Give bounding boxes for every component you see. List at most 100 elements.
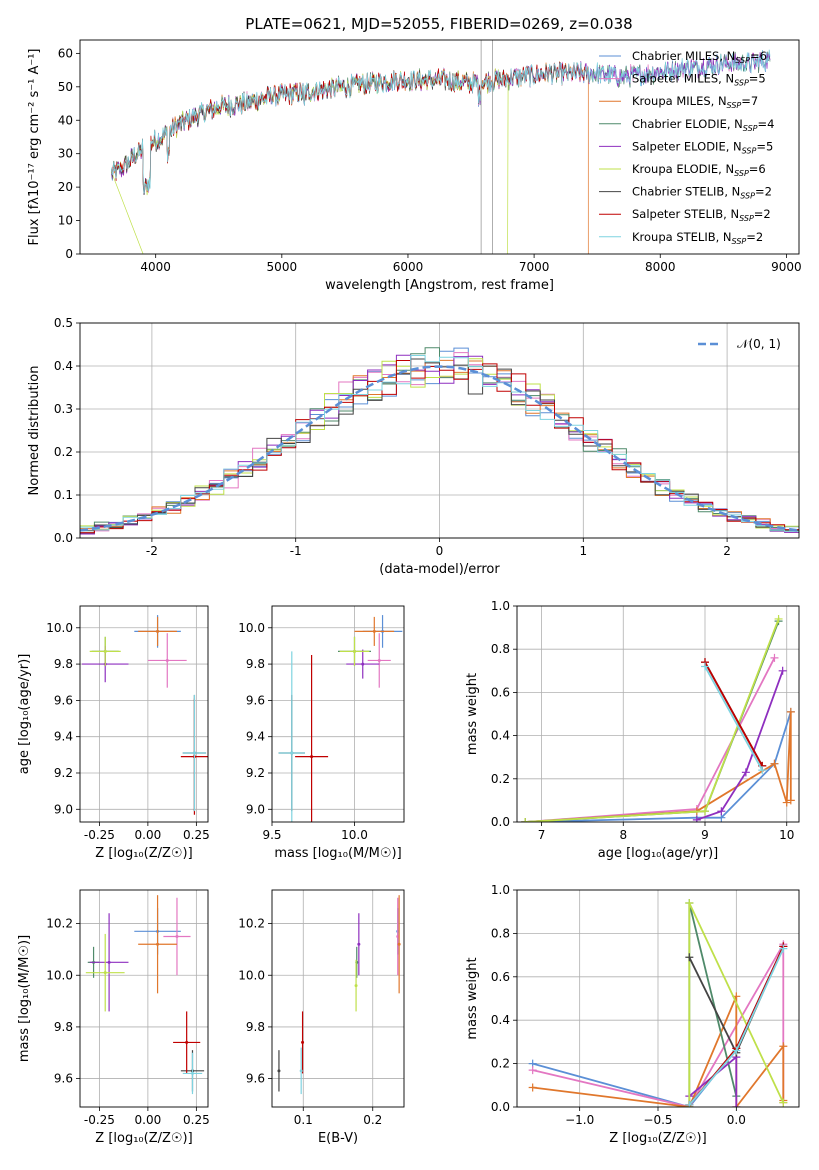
point-7	[185, 1040, 189, 1044]
x-axis-label: (data-model)/error	[379, 562, 500, 577]
legend-entry: Kroupa MILES, NSSP=7	[632, 94, 758, 110]
spectrum-line-7	[111, 62, 588, 192]
y-tick-label: 9.6	[246, 1072, 265, 1086]
y-tick-label: 10.2	[238, 917, 265, 931]
legend-entry: Chabrier MILES, NSSP=6	[632, 49, 767, 65]
axes-frame	[516, 889, 800, 1108]
mass-weight-marker-4	[692, 815, 701, 822]
panel-mass-weight-vs-z: −1.0 −0.5 0.0 0.0 0.2 0.4 0.6 0.8 1.0 Z [log₁₀(Z/…	[465, 883, 800, 1146]
y-axis-label: mass [log₁₀(M/M☉)]	[17, 935, 32, 1062]
y-tick-label: 0.0	[54, 531, 73, 545]
axes-frame	[79, 322, 800, 539]
residual-histogram-4	[80, 354, 799, 535]
panel-residuals: -2 -1 0 1 2 0.0 0.1 0.2 0.3 0.4 0.5 (data-model)/er…	[27, 316, 800, 577]
y-tick-label: 9.8	[246, 657, 265, 671]
plot-area	[85, 895, 205, 1095]
y-tick-label: 60	[58, 46, 73, 60]
point-2	[156, 629, 160, 633]
x-tick-label: 1	[579, 544, 587, 558]
y-tick-label: 10.0	[46, 968, 73, 982]
y-axis-label: mass weight	[465, 673, 480, 755]
mass-weight-marker-2	[528, 1083, 537, 1092]
x-tick-label: -2	[146, 544, 158, 558]
mass-weight-marker-8	[779, 944, 788, 953]
y-axis-label: age [log₁₀(age/yr)]	[17, 654, 32, 775]
point-7	[310, 755, 314, 759]
x-tick-label: 10	[779, 828, 794, 842]
point-5	[103, 971, 107, 975]
y-tick-label: 20	[58, 180, 73, 194]
x-tick-label: 2	[723, 544, 731, 558]
legend-entry: Salpeter MILES, NSSP=5	[632, 72, 766, 88]
point-2	[397, 942, 401, 946]
y-tick-label: 9.4	[246, 730, 265, 744]
grid-lines	[517, 889, 799, 1108]
x-tick-label: 9000	[771, 260, 802, 274]
y-tick-label: 9.6	[246, 693, 265, 707]
spectrum-legend: Chabrier MILES, NSSP=6 Salpeter MILES, NS…	[599, 49, 774, 246]
mass-weight-marker-2	[786, 707, 795, 716]
panel-mass-vs-ebv: 0.1 0.2 9.6 9.8 10.0 10.2 E(B-V)	[238, 889, 405, 1146]
point-8	[192, 751, 196, 755]
point-8	[190, 1071, 194, 1075]
x-axis-label: age [log₁₀(age/yr)]	[598, 846, 719, 861]
y-tick-label: 0.0	[491, 1100, 510, 1114]
x-tick-label: 4000	[140, 260, 171, 274]
spectrum-line-2	[111, 61, 589, 254]
y-tick-label: 9.2	[246, 766, 265, 780]
mass-weight-marker-5	[774, 614, 783, 623]
x-tick-label: 0.25	[183, 1113, 210, 1127]
point-4	[107, 960, 111, 964]
residual-histogram-5	[80, 358, 799, 531]
mass-weight-marker-8	[701, 662, 709, 671]
spectrum-line-6	[111, 62, 588, 195]
panel-age-vs-mass: 9.5 10.0 9.0 9.2 9.4 9.6 9.8 10.0 mass [log₁₀(M/…	[238, 605, 405, 861]
x-tick-label: 0.00	[135, 1113, 162, 1127]
y-tick-label: 10.2	[46, 917, 73, 931]
point-1	[175, 935, 179, 938]
mass-weight-line-1	[525, 657, 776, 822]
legend-entry: Chabrier STELIB, NSSP=2	[632, 185, 772, 201]
residual-legend: 𝒩(0, 1)	[698, 337, 781, 351]
y-tick-label: 10.0	[46, 621, 73, 635]
y-tick-label: 0.8	[491, 642, 510, 656]
mass-weight-line-4	[696, 670, 784, 821]
legend-entry: 𝒩(0, 1)	[737, 337, 781, 351]
point-4	[357, 942, 361, 946]
y-axis-label: Normed distribution	[27, 366, 42, 496]
mass-weight-marker-4	[778, 666, 787, 675]
y-tick-label: 10.0	[238, 621, 265, 635]
y-tick-label: 0.1	[54, 488, 73, 502]
plot-area	[521, 614, 795, 822]
mass-weight-line-3	[525, 620, 780, 822]
mass-weight-marker-4	[732, 1103, 741, 1107]
axes-frame	[271, 889, 405, 1108]
mass-weight-line-2	[525, 711, 792, 822]
plot-area	[110, 40, 771, 254]
y-tick-label: 0.0	[491, 815, 510, 829]
y-tick-label: 9.2	[54, 766, 73, 780]
point-1	[165, 658, 169, 662]
legend-entry: Chabrier ELODIE, NSSP=4	[632, 117, 774, 133]
x-tick-label: 8000	[645, 260, 676, 274]
y-axis-label: Flux [fλ10⁻¹⁷ erg cm⁻² s⁻¹ A⁻¹]	[27, 49, 42, 246]
panel-age-vs-z: -0.25 0.00 0.25 9.0 9.2 9.4 9.6 9.8 10.0 Z [log₁₀…	[17, 605, 210, 861]
point-6	[277, 1069, 281, 1073]
mass-weight-marker-2	[786, 796, 795, 805]
x-tick-label: 6000	[393, 260, 424, 274]
plot-area	[528, 899, 788, 1107]
axes-frame	[271, 605, 405, 823]
point-1	[396, 935, 400, 938]
gaussian-curve	[80, 365, 799, 532]
legend-entry: Kroupa ELODIE, NSSP=6	[632, 162, 766, 178]
mass-weight-line-8	[704, 666, 763, 771]
y-tick-label: 0.3	[54, 402, 73, 416]
y-tick-label: 0.4	[54, 359, 73, 373]
y-tick-label: 9.6	[54, 693, 73, 707]
x-axis-label: E(B-V)	[318, 1131, 358, 1146]
x-tick-label: 0.2	[363, 1113, 382, 1127]
y-tick-label: 50	[58, 80, 73, 94]
x-tick-label: -1	[290, 544, 302, 558]
point-7	[301, 1040, 305, 1044]
axes-frame	[516, 605, 800, 823]
